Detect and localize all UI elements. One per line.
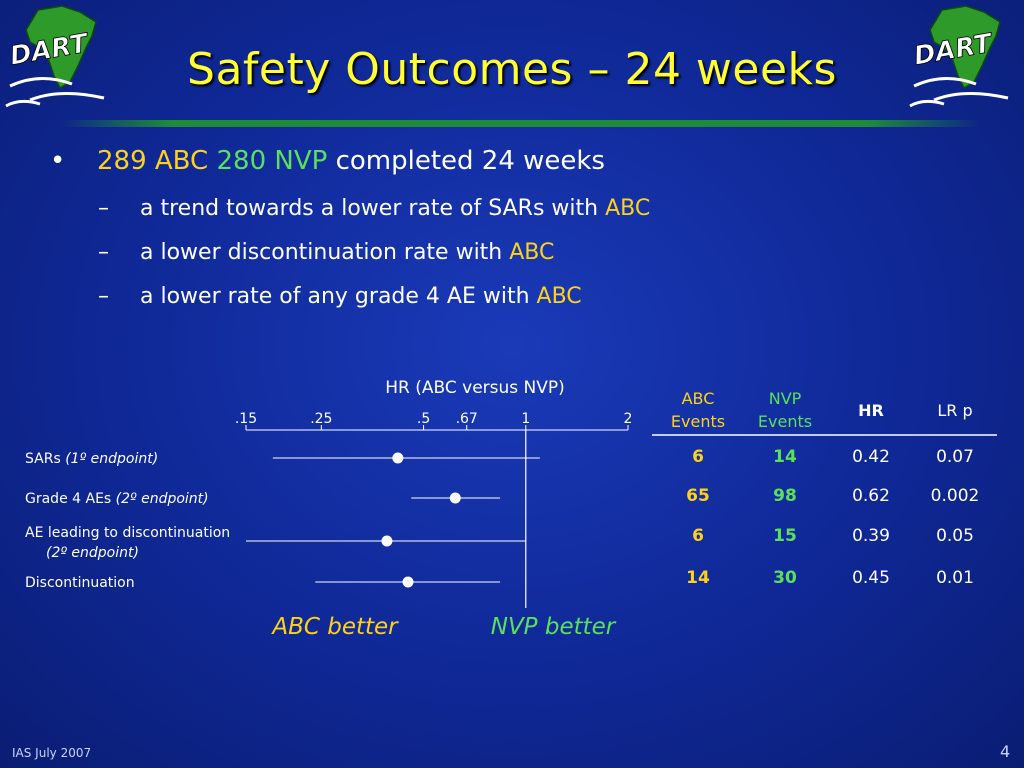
sub-bullet: a trend towards a lower rate of SARs wit… [140, 196, 650, 221]
abc-better-label: ABC better [270, 614, 399, 640]
swoosh-icon [909, 76, 1009, 108]
sub-bullet-highlight: ABC [605, 196, 651, 221]
x-tick-label: .15 [235, 411, 257, 427]
table-header: NVP [769, 389, 802, 408]
x-tick-label: 2 [624, 411, 633, 427]
hazard-ratio-point [381, 535, 393, 547]
sub-bullet-text: a lower discontinuation rate with [140, 240, 503, 265]
main-bullet-text: completed 24 weeks [335, 146, 605, 176]
x-tick-label: .67 [456, 411, 478, 427]
slide-title: Safety Outcomes – 24 weeks [187, 44, 837, 95]
nvp-count: 280 NVP [216, 146, 328, 176]
sub-bullet-text: a trend towards a lower rate of SARs wit… [140, 196, 599, 221]
table-cell: 0.002 [931, 486, 980, 506]
row-label: Grade 4 AEs (2º endpoint) [25, 491, 209, 507]
title-divider [60, 120, 980, 127]
hazard-ratio-point [449, 492, 461, 504]
table-cell: 14 [686, 568, 710, 588]
abc-count: 289 ABC [97, 146, 209, 176]
x-tick-label: .25 [310, 411, 332, 427]
sub-bullet-highlight: ABC [536, 284, 582, 309]
table-cell: 0.45 [852, 568, 890, 588]
table-cell: 0.62 [852, 486, 890, 506]
swoosh-icon [5, 76, 105, 108]
row-label-note: (2º endpoint) [46, 545, 139, 561]
page-number: 4 [1000, 742, 1011, 761]
x-tick-label: .5 [417, 411, 430, 427]
table-cell: 30 [773, 568, 797, 588]
table-cell: 0.07 [936, 447, 974, 467]
main-bullet-marker: • [50, 146, 66, 176]
footer-event: IAS July 2007 [12, 746, 92, 760]
forest-plot: HR (ABC versus NVP) .15 .25 .5 .67 1 2 SARs (1º… [25, 378, 997, 640]
table-header: LR p [937, 401, 972, 420]
sub-bullet: a lower rate of any grade 4 AE with ABC [140, 284, 582, 309]
table-header: HR [858, 401, 884, 420]
x-tick-label: 1 [521, 411, 530, 427]
table-cell: 14 [773, 447, 797, 467]
hazard-ratio-point [392, 452, 404, 464]
table-cell: 6 [692, 526, 704, 546]
sub-bullet-highlight: ABC [509, 240, 555, 265]
dart-logo-right: DART [909, 5, 1009, 108]
hazard-ratio-point [402, 576, 414, 588]
sub-bullet-marker: – [98, 240, 109, 265]
table-header: Events [671, 412, 725, 431]
table-cell: 0.01 [936, 568, 974, 588]
dart-logo-left: DART [5, 5, 105, 108]
nvp-better-label: NVP better [491, 614, 617, 640]
sub-bullet-marker: – [98, 196, 109, 221]
row-label: Discontinuation [25, 575, 135, 591]
table-cell: 0.05 [936, 526, 974, 546]
main-bullet: 289 ABC 280 NVP completed 24 weeks [97, 146, 605, 176]
table-cell: 6 [692, 447, 704, 467]
table-cell: 0.39 [852, 526, 890, 546]
table-header: Events [758, 412, 812, 431]
table-cell: 65 [686, 486, 710, 506]
row-label: AE leading to discontinuation [25, 525, 230, 541]
sub-bullet-marker: – [98, 284, 109, 309]
table-cell: 15 [773, 526, 797, 546]
table-cell: 0.42 [852, 447, 890, 467]
row-label: SARs (1º endpoint) [25, 451, 158, 467]
table-header: ABC [682, 389, 715, 408]
table-cell: 98 [773, 486, 797, 506]
sub-bullet: a lower discontinuation rate with ABC [140, 240, 554, 265]
sub-bullet-text: a lower rate of any grade 4 AE with [140, 284, 530, 309]
chart-title: HR (ABC versus NVP) [385, 378, 565, 398]
